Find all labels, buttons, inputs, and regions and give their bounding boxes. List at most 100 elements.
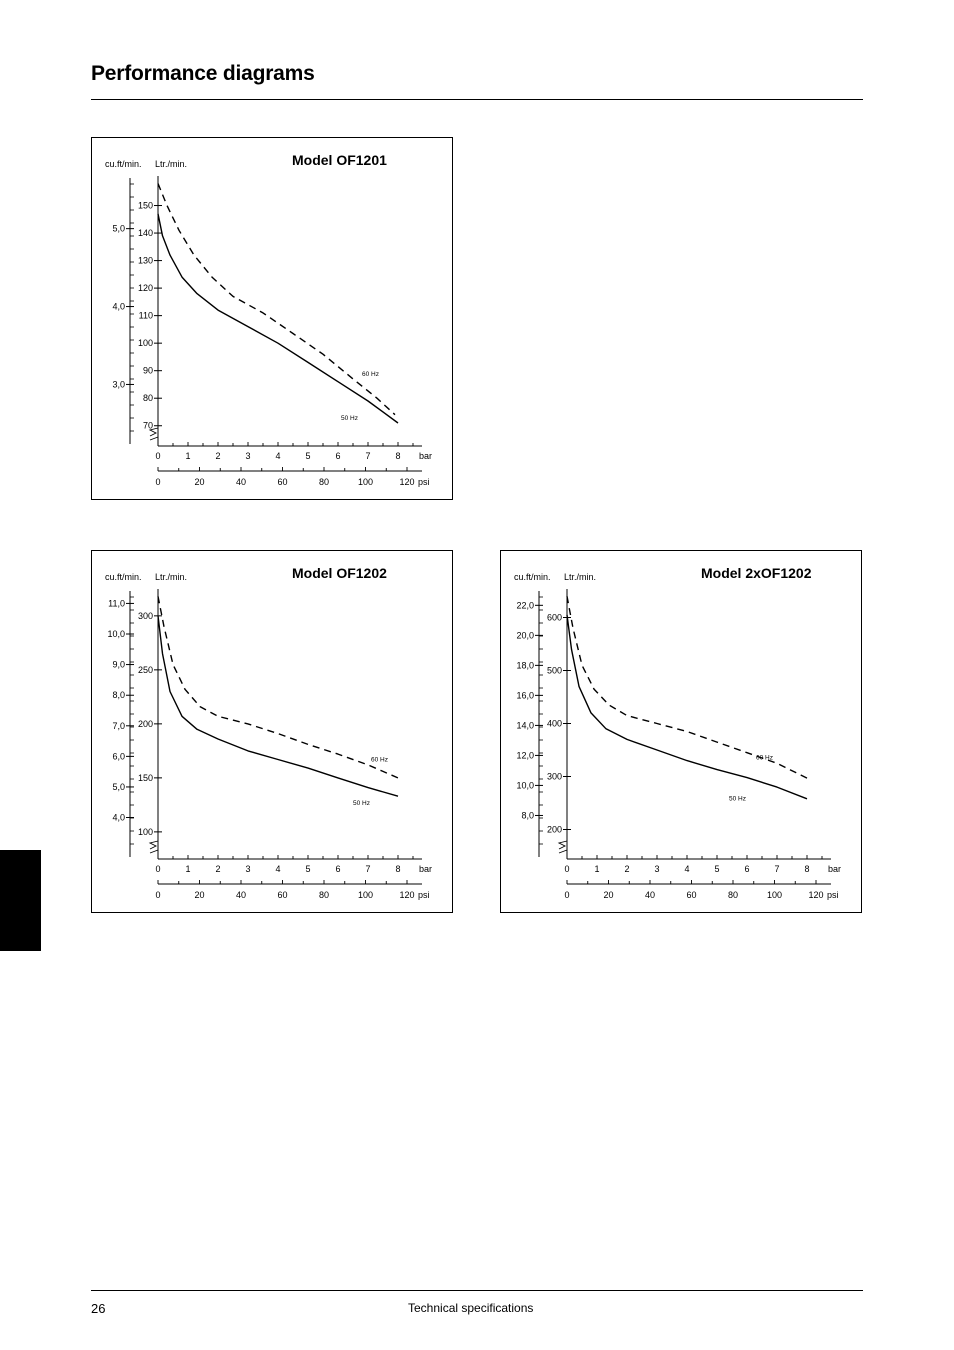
ltr-tick-label: 150 [138,773,153,783]
ltr-tick-label: 200 [547,825,562,835]
footer-rule [91,1290,863,1291]
ltr-tick-label: 300 [138,611,153,621]
cuft-axis-label: cu.ft/min. [105,159,142,169]
bar-tick-label: 7 [365,451,370,461]
cuft-tick-label: 14,0 [516,720,534,730]
psi-tick-label: 100 [358,890,373,900]
cuft-tick-label: 7,0 [112,721,125,731]
bar-tick-label: 5 [305,864,310,874]
ltr-tick-label: 110 [139,311,153,321]
cuft-tick-label: 5,0 [112,782,125,792]
section-tab [0,850,41,951]
cuft-tick-label: 16,0 [516,690,534,700]
psi-tick-label: 40 [645,890,655,900]
ltr-axis-label: Ltr./min. [564,572,596,582]
bar-tick-label: 6 [335,451,340,461]
bar-tick-label: 7 [774,864,779,874]
psi-tick-label: 120 [399,890,414,900]
bar-tick-label: 0 [155,451,160,461]
cuft-tick-label: 3,0 [112,379,125,389]
chart-title: Model OF1201 [292,152,387,168]
bar-tick-label: 5 [714,864,719,874]
psi-tick-label: 100 [358,477,373,487]
bar-tick-label: 8 [395,864,400,874]
psi-tick-label: 80 [728,890,738,900]
ltr-tick-label: 90 [143,366,153,376]
axis-break-icon [148,840,159,854]
cuft-tick-label: 12,0 [516,750,534,760]
bar-tick-label: 4 [684,864,689,874]
ltr-tick-label: 100 [138,827,153,837]
ltr-tick-label: 80 [143,393,153,403]
chart-title: Model 2xOF1202 [701,565,812,581]
bar-tick-label: 1 [185,451,190,461]
axis-break-icon [148,427,159,441]
chart-model-2xof1202: Model 2xOF1202 cu.ft/min. Ltr./min. 22,0 20,… [500,550,862,913]
ltr-axis-label: Ltr./min. [155,572,187,582]
series-line-60hz [157,596,399,779]
series-line-50hz [157,213,399,424]
bar-tick-label: 2 [215,864,220,874]
axis-break-icon [557,840,568,854]
ltr-tick-label: 500 [547,666,562,676]
series-label: 50 Hz [341,415,358,422]
page-number: 26 [91,1301,106,1316]
bar-axis-label: bar [828,864,841,874]
psi-tick-label: 80 [319,890,329,900]
ltr-tick-label: 100 [138,338,153,348]
psi-tick-label: 100 [767,890,782,900]
bar-axis-label: bar [419,864,432,874]
series-label: 50 Hz [729,795,746,802]
cuft-tick-label: 4,0 [112,813,125,823]
bar-tick-label: 3 [654,864,659,874]
cuft-tick-label: 9,0 [112,660,125,670]
ltr-tick-label: 400 [547,719,562,729]
bar-tick-label: 6 [335,864,340,874]
psi-tick-label: 60 [686,890,696,900]
cuft-tick-label: 5,0 [112,224,125,234]
chart-svg: Model OF1202 cu.ft/min. Ltr./min. 11,0 10,0 9… [105,565,432,900]
ltr-tick-label: 250 [138,665,153,675]
psi-axis-label: psi [418,477,430,487]
psi-tick-label: 0 [155,477,160,487]
bar-tick-label: 7 [365,864,370,874]
cuft-tick-label: 8,0 [112,690,125,700]
cuft-tick-label: 22,0 [516,600,534,610]
page-title: Performance diagrams [91,62,315,85]
series-line-60hz [157,183,396,416]
psi-tick-label: 40 [236,890,246,900]
psi-tick-label: 60 [277,890,287,900]
chart-model-of1201: Model OF1201 cu.ft/min. Ltr./min. 5,0 4,0 3,0… [91,137,453,500]
cuft-tick-label: 20,0 [516,630,534,640]
cuft-tick-label: 6,0 [112,751,125,761]
bar-tick-label: 6 [744,864,749,874]
psi-axis-label: psi [827,890,839,900]
bar-tick-label: 3 [245,451,250,461]
title-rule [91,99,863,100]
cuft-tick-label: 11,0 [108,598,125,608]
series-label: 60 Hz [371,757,388,764]
cuft-axis-label: cu.ft/min. [514,572,551,582]
psi-tick-label: 0 [564,890,569,900]
psi-tick-label: 120 [399,477,414,487]
bar-tick-label: 2 [624,864,629,874]
bar-tick-label: 4 [275,451,280,461]
chart-title: Model OF1202 [292,565,387,581]
series-label: 50 Hz [353,800,370,807]
series-line-60hz [566,596,808,779]
chart-svg: Model OF1201 cu.ft/min. Ltr./min. 5,0 4,0 3,0… [105,152,432,487]
ltr-tick-label: 150 [138,201,153,211]
ltr-tick-label: 120 [138,283,153,293]
psi-tick-label: 20 [194,477,204,487]
bar-tick-label: 0 [155,864,160,874]
series-label: 60 Hz [362,371,379,378]
psi-tick-label: 20 [194,890,204,900]
cuft-axis-label: cu.ft/min. [105,572,142,582]
psi-tick-label: 80 [319,477,329,487]
bar-tick-label: 3 [245,864,250,874]
cuft-tick-label: 8,0 [521,810,534,820]
bar-tick-label: 1 [594,864,599,874]
ltr-tick-label: 200 [138,719,153,729]
cuft-tick-label: 4,0 [112,302,125,312]
footer-text: Technical specifications [408,1301,534,1315]
